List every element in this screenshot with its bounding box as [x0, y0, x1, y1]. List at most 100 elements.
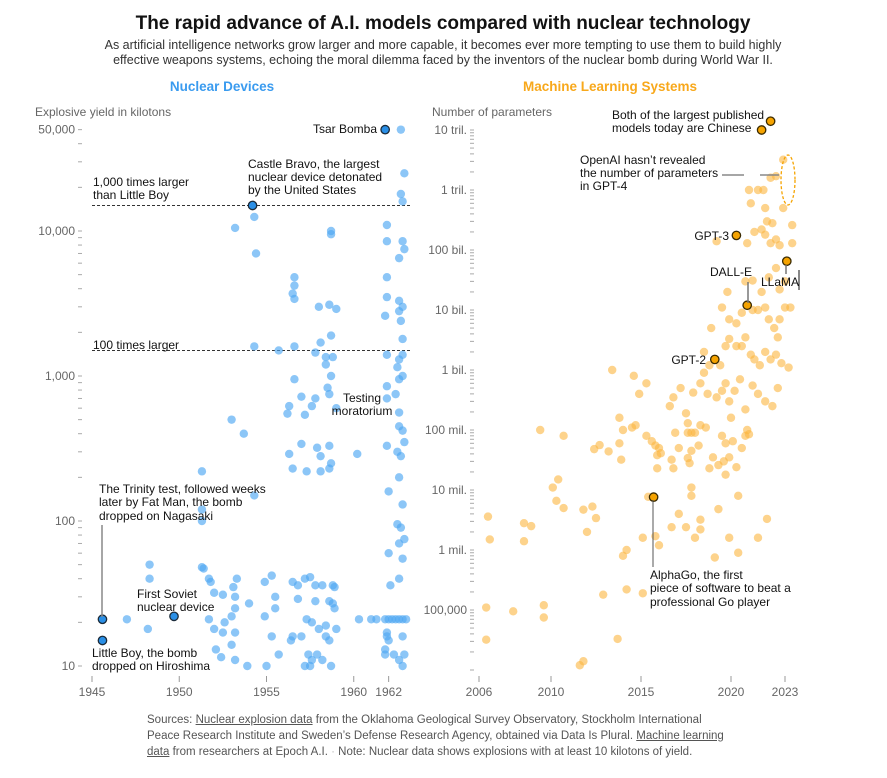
nuclear-point [328, 352, 338, 362]
nuclear-point [145, 574, 154, 583]
nuclear-point [396, 125, 406, 134]
ml-point [622, 545, 631, 555]
nuclear-point [326, 661, 336, 671]
nuclear-point [382, 441, 392, 451]
nuclear-point [321, 621, 331, 630]
nuclear-point [332, 403, 341, 413]
ml-highlight-point [731, 230, 742, 241]
label-chinese-models-2: models today are Chinese [612, 121, 752, 135]
ml-point [725, 334, 734, 344]
ml-point [539, 613, 548, 622]
nuclear-point [197, 516, 207, 526]
ml-point [696, 525, 705, 534]
ml-point [552, 496, 561, 506]
nuclear-point [400, 169, 409, 178]
ml-point [735, 375, 745, 384]
ml-point [737, 341, 746, 351]
nuclear-highlight-point [247, 200, 258, 211]
ml-point [741, 405, 750, 414]
ml-points [482, 116, 797, 670]
ml-point [631, 421, 640, 430]
ml-point [701, 423, 710, 432]
nuclear-point [396, 189, 406, 199]
label-trinity-2: later by Fat Man, the bomb [99, 495, 243, 509]
nuclear-point [382, 382, 392, 391]
ml-point [717, 303, 727, 312]
nuclear-point [384, 548, 393, 558]
nuclear-point [267, 632, 276, 641]
ml-data-link[interactable]: Machine learning data [147, 730, 724, 758]
ml-point [642, 379, 651, 388]
ml-point [559, 431, 568, 441]
label-castle-bravo-1: Castle Bravo, the largest [248, 157, 380, 171]
ml-point [732, 462, 741, 472]
ml-point [690, 428, 700, 437]
nuclear-point [229, 582, 238, 592]
nuclear-point [232, 574, 242, 583]
nuclear-point [396, 316, 406, 326]
nuclear-point [197, 467, 207, 476]
nuclear-point [314, 302, 324, 312]
ml-highlight-point [742, 300, 753, 311]
ml-point [766, 355, 775, 364]
nuclear-point [293, 581, 303, 590]
nuclear-point [311, 394, 320, 403]
nuclear-point [382, 273, 392, 282]
y-tick-label: 100 mil. [425, 423, 467, 437]
ml-point [734, 491, 743, 501]
ml-point [712, 393, 721, 402]
ml-point [615, 413, 624, 422]
ml-point [483, 512, 493, 521]
label-castle-bravo-3: by the United States [248, 183, 356, 197]
ref-label-1000x-line-2: than Little Boy [93, 188, 169, 202]
nuclear-point [209, 588, 219, 597]
ml-point [548, 483, 557, 492]
nuclear-point [332, 304, 341, 314]
ml-point [696, 515, 705, 524]
ml-point [721, 341, 730, 351]
nuclear-point [393, 362, 402, 372]
nuclear-point [239, 429, 249, 438]
ml-point [750, 227, 759, 237]
label-little-boy-2: dropped on Hiroshima [92, 659, 210, 673]
ml-point [708, 453, 718, 462]
nuclear-point [326, 331, 336, 340]
sources-text-1: from the Oklahoma Geological Survey Obse… [147, 714, 702, 742]
nuclear-panel-title: Nuclear Devices [170, 79, 274, 94]
ml-point [654, 541, 664, 550]
nuclear-point [260, 577, 269, 587]
ml-point [732, 319, 741, 328]
label-llama: LLaMA [761, 275, 799, 289]
ml-point [667, 455, 676, 464]
x-tick-label: 1950 [166, 685, 193, 699]
ml-point [694, 441, 703, 450]
nuclear-point [332, 624, 341, 634]
nuclear-point [286, 636, 296, 645]
x-tick-label: 2015 [628, 685, 655, 699]
nuclear-point [382, 220, 392, 230]
nuclear-point [326, 371, 336, 381]
ml-point [689, 388, 698, 397]
nuclear-point [311, 348, 320, 357]
label-trinity-1: The Trinity test, followed weeks [99, 482, 266, 496]
y-tick-label: 1 tril. [441, 183, 467, 197]
nuclear-point [267, 571, 276, 580]
nuclear-point [262, 661, 271, 671]
nuclear-point [250, 491, 259, 500]
nuclear-point [325, 441, 334, 451]
ml-point [613, 634, 622, 644]
ml-point [656, 449, 665, 458]
label-alphago-1: AlphaGo, the first [650, 568, 743, 582]
nuclear-point [283, 409, 292, 418]
nuclear-data-link[interactable]: Nuclear explosion data [195, 714, 313, 726]
ml-point [721, 439, 730, 448]
nuclear-point [400, 650, 409, 659]
ml-point [770, 323, 779, 333]
label-castle-bravo-2: nuclear device detonated [248, 170, 382, 184]
nuclear-point [290, 342, 299, 351]
x-tick-label: 2020 [718, 685, 745, 699]
label-little-boy-1: Little Boy, the bomb [92, 646, 197, 660]
nuclear-point [325, 464, 334, 473]
nuclear-point [288, 464, 297, 473]
